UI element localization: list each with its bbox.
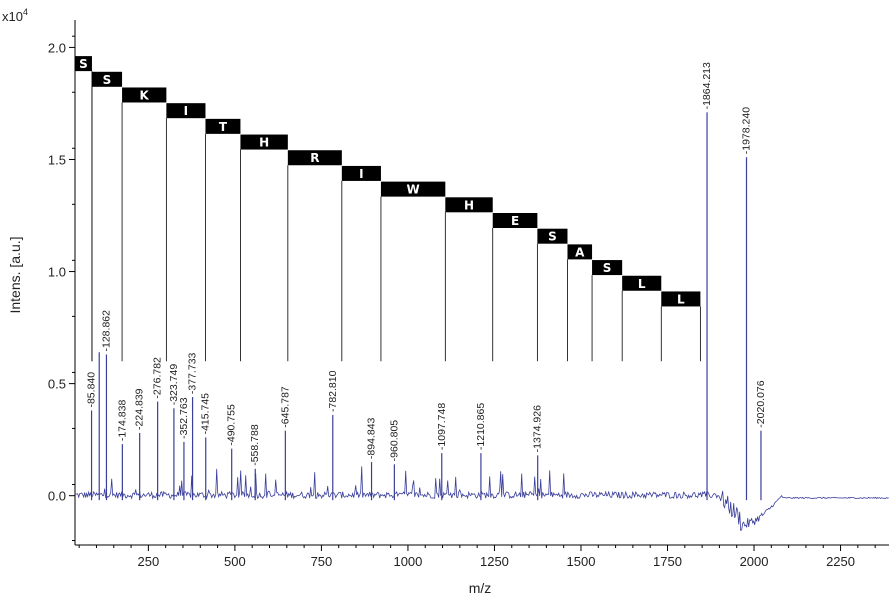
sequence-box: [445, 197, 493, 213]
x-tick-label: 1500: [567, 554, 596, 569]
peak-label-782.810: -782.810: [327, 370, 339, 412]
peak-label-352.763: -352.763: [178, 397, 190, 439]
sequence-box: [287, 150, 342, 166]
sequence-residue: A: [575, 245, 585, 259]
sequence-residue: K: [140, 88, 150, 102]
x-tick-label: 1250: [480, 554, 509, 569]
sequence-residue: T: [219, 120, 228, 134]
sequence-box: [205, 118, 241, 134]
sequence-residue: E: [511, 214, 519, 228]
sequence-residue: W: [407, 183, 420, 197]
sequence-residue: S: [79, 57, 88, 71]
peak-label-415.745: -415.745: [200, 393, 212, 435]
peak-label-128.862: -128.862: [100, 310, 112, 352]
y-tick-label: 0.5: [48, 377, 66, 392]
y-tick-label: 0.0: [48, 489, 66, 504]
sequence-residue: L: [677, 292, 685, 306]
sequence-ladder: S S K I T H R I W H E S A S L L: [75, 56, 701, 362]
sequence-box: [240, 134, 288, 150]
peak-label-224.839: -224.839: [134, 388, 146, 430]
peak-label-558.788: -558.788: [249, 424, 261, 466]
axes: 0.0 0.5 1.0 1.5 2.0 250 500 750 1000 1250 1500 1750…: [48, 20, 889, 569]
sequence-residue: H: [464, 198, 474, 212]
sequence-box: [91, 71, 123, 87]
x-tick-label: 250: [138, 554, 160, 569]
x-tick-label: 500: [224, 554, 246, 569]
x-axis-label: m/z: [469, 580, 492, 596]
spectrum-signal: [75, 112, 889, 532]
peak-label-490.755: -490.755: [226, 404, 238, 446]
peak-labels: -85.840-128.862-174.838 -224.839-276.782-…: [86, 62, 767, 466]
sequence-box: [567, 244, 593, 260]
x-tick-label: 2250: [826, 554, 855, 569]
peak-label-2020.076: -2020.076: [755, 380, 767, 427]
x-tick-label: 1750: [653, 554, 682, 569]
sequence-residue: L: [638, 277, 646, 291]
peak-label-894.843: -894.843: [366, 417, 378, 459]
sequence-residue: H: [259, 136, 269, 150]
peak-label-645.787: -645.787: [279, 386, 291, 428]
peak-label-1864.213: -1864.213: [701, 62, 713, 109]
peak-label-85.840: -85.840: [86, 372, 98, 408]
sequence-residue: R: [310, 151, 319, 165]
sequence-box: [622, 275, 662, 291]
peak-label-1374.926: -1374.926: [532, 405, 544, 452]
y-tick-label: 2.0: [48, 40, 66, 55]
peak-label-1097.748: -1097.748: [436, 403, 448, 450]
sequence-box: [166, 103, 206, 119]
y-axis-label: Intens. [a.u.]: [7, 236, 23, 313]
peak-label-276.782: -276.782: [152, 357, 164, 399]
sequence-residue: S: [603, 261, 612, 275]
spectrum-baseline: [75, 466, 889, 532]
y-multiplier-label: x104: [2, 7, 28, 24]
sequence-box: [492, 213, 538, 228]
peak-label-1978.240: -1978.240: [740, 107, 752, 154]
sequence-box: [661, 291, 701, 307]
sequence-residue: I: [184, 104, 188, 118]
peak-label-1210.865: -1210.865: [475, 403, 487, 450]
y-tick-label: 1.0: [48, 265, 66, 280]
sequence-box: [75, 56, 92, 72]
peak-label-174.838: -174.838: [116, 400, 128, 442]
sequence-residue: S: [548, 230, 557, 244]
sequence-residue: I: [359, 167, 363, 181]
peak-label-323.749: -323.749: [168, 364, 180, 406]
x-tick-label: 1000: [393, 554, 422, 569]
sequence-residue: S: [103, 73, 112, 87]
y-tick-label: 1.5: [48, 152, 66, 167]
x-tick-label: 2000: [740, 554, 769, 569]
sequence-box: [380, 181, 446, 197]
peak-label-377.733: -377.733: [187, 352, 199, 394]
sequence-box: [341, 165, 381, 181]
sequence-box: [537, 228, 568, 244]
x-tick-label: 750: [311, 554, 333, 569]
peak-label-960.805: -960.805: [388, 420, 400, 462]
sequence-box: [122, 87, 167, 103]
sequence-box: [592, 260, 623, 276]
